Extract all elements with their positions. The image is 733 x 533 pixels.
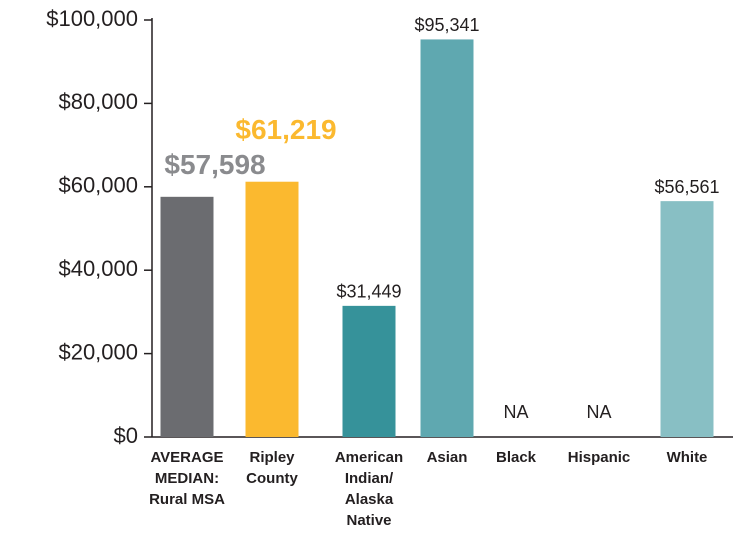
value-label: $56,561 — [654, 177, 719, 197]
value-label: $31,449 — [336, 282, 401, 302]
y-tick-label: $60,000 — [58, 173, 138, 198]
value-label: $57,598 — [164, 149, 265, 180]
x-tick-label: White — [667, 449, 708, 466]
x-tick-label: County — [246, 470, 298, 487]
value-label: $95,341 — [414, 15, 479, 35]
x-tick-label: Ripley — [249, 449, 295, 466]
value-label: NA — [586, 402, 611, 422]
x-tick-label: Asian — [427, 449, 468, 466]
x-tick-label: MEDIAN: — [155, 470, 219, 487]
value-label: $61,219 — [235, 114, 336, 145]
y-tick-label: $80,000 — [58, 89, 138, 114]
x-tick-label: Black — [496, 449, 537, 466]
x-tick-label: Native — [346, 512, 391, 529]
y-tick-label: $0 — [114, 423, 138, 448]
x-tick-label: American — [335, 449, 403, 466]
y-tick-label: $20,000 — [58, 339, 138, 364]
bar — [160, 196, 214, 437]
x-tick-label: AVERAGE — [150, 449, 223, 466]
value-label: NA — [503, 402, 528, 422]
y-tick-label: $40,000 — [58, 256, 138, 281]
x-tick-label: Hispanic — [568, 449, 631, 466]
bar — [245, 181, 299, 437]
x-tick-label: Rural MSA — [149, 491, 225, 508]
y-tick-label: $100,000 — [46, 6, 138, 31]
x-tick-label: Indian/ — [345, 470, 394, 487]
bar — [660, 201, 714, 437]
x-tick-label: Alaska — [345, 491, 394, 508]
bar — [420, 39, 474, 437]
bar — [342, 305, 396, 437]
